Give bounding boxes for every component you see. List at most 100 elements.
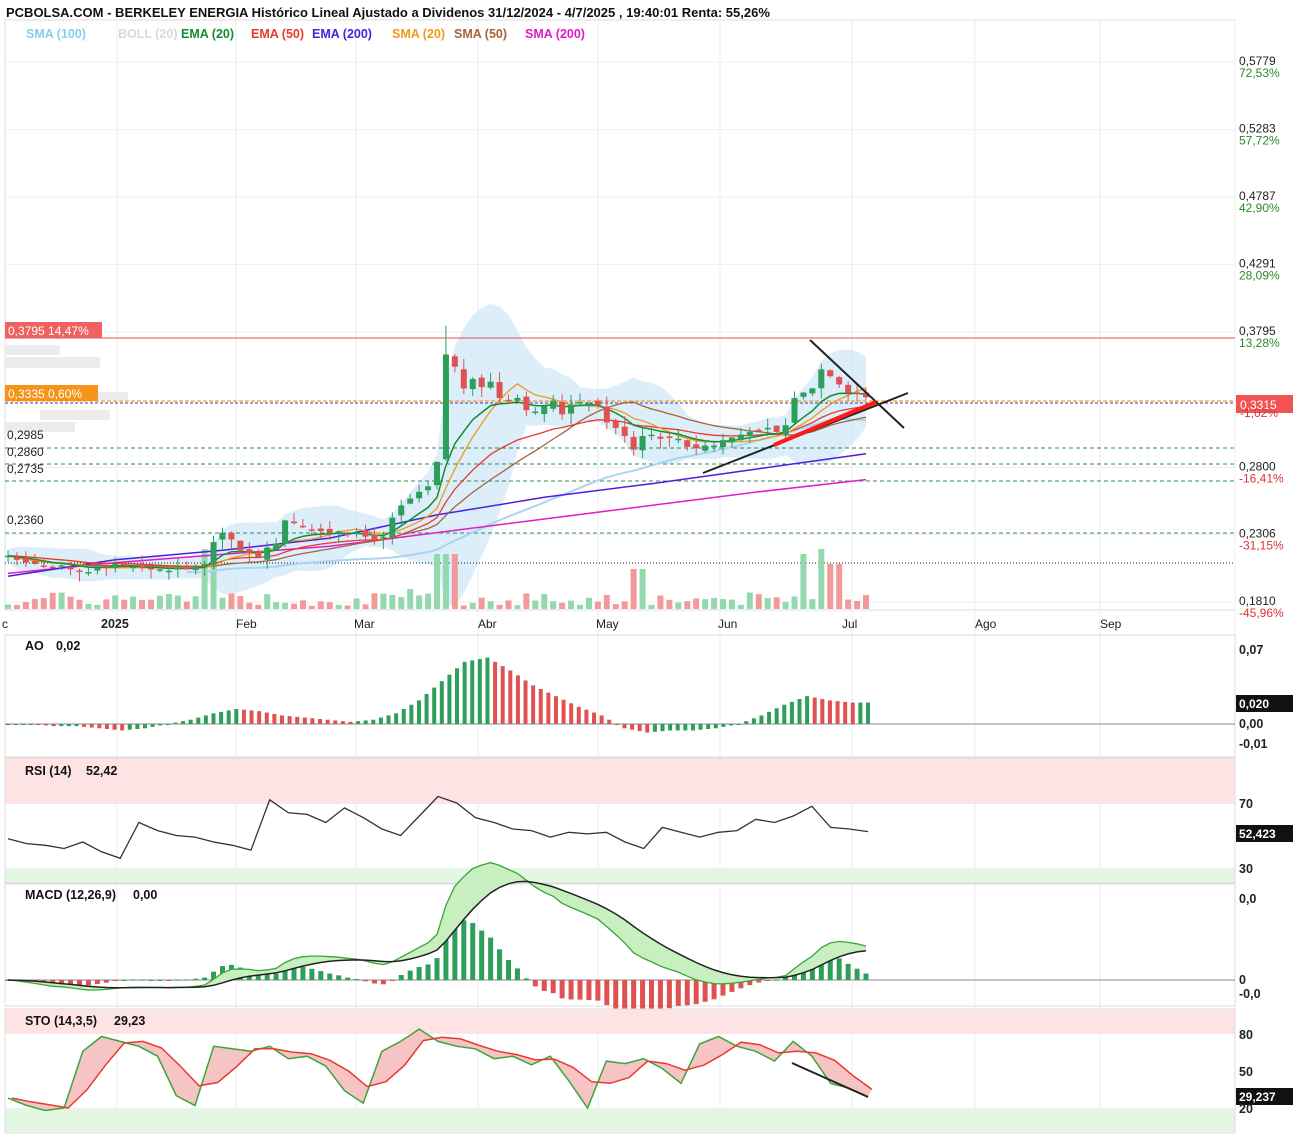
candle-body [684, 440, 691, 447]
candle-body [344, 533, 351, 536]
resistance-tag-bg [5, 322, 102, 338]
month-label: 2025 [101, 617, 129, 631]
candle-body [648, 434, 655, 437]
legend-item: BOLL (20) [118, 27, 178, 41]
volume-bar [326, 602, 333, 609]
price-tick-percent: -31,15% [1239, 539, 1284, 553]
candle-body [737, 434, 744, 441]
month-label: Abr [478, 617, 497, 631]
ao-bar [462, 661, 467, 724]
legend-item: EMA (20) [181, 27, 234, 41]
ao-bar [135, 724, 140, 729]
volume-bar [112, 595, 119, 609]
candle-body [469, 378, 476, 390]
price-tick-percent: 13,28% [1239, 336, 1280, 350]
macd-bar [416, 967, 422, 980]
volume-bar [13, 604, 20, 609]
volume-bar [585, 597, 592, 609]
blurred-label [40, 410, 110, 420]
volume-bar [174, 595, 181, 609]
macd-bar [175, 979, 181, 981]
macd-bar [380, 980, 386, 985]
ao-bar [523, 680, 528, 724]
macd-bar [854, 968, 860, 980]
candle-body [693, 444, 700, 449]
macd-bar [470, 923, 476, 980]
month-label: May [596, 617, 619, 631]
blurred-label [5, 422, 75, 432]
candle-body [442, 354, 449, 460]
volume-bar [800, 554, 807, 609]
ao-bar [485, 657, 490, 724]
ao-label: AO [25, 639, 44, 653]
ao-bar [150, 724, 155, 727]
sto-k-line [7, 1028, 869, 1112]
ao-bar [432, 687, 437, 724]
volume-bar [746, 592, 753, 609]
ao-bar [196, 717, 201, 724]
ao-bar [652, 724, 657, 732]
ao-bar [721, 724, 726, 727]
sto-divergence-line [791, 1062, 869, 1098]
macd-bar [407, 970, 413, 980]
volume-bar [764, 598, 771, 609]
macd-bar [157, 979, 163, 981]
candle-body [541, 406, 548, 415]
sto-panel: STO (14,3,5) 29,23 80 50 29,237 20 [4, 1008, 1293, 1134]
candle-body [746, 431, 753, 436]
volume-bar [451, 554, 458, 609]
macd-bar [318, 971, 324, 980]
macd-bar [631, 980, 637, 1017]
ao-bar [843, 701, 848, 724]
macd-bar [827, 955, 833, 980]
volume-bar [425, 593, 432, 609]
ao-panel: AO 0,02 0,07 0,020 0,00 -0,01 [4, 634, 1293, 758]
macd-panel: MACD (12,26,9) 0,00 0,0 0 -0,0 [4, 861, 1261, 1017]
candle-body [13, 557, 20, 560]
ao-bar [302, 717, 307, 724]
volume-bar [308, 605, 315, 609]
volume-bar [487, 601, 494, 609]
volume-bar [156, 595, 163, 609]
ao-bar [729, 724, 734, 726]
volume-bar [183, 601, 190, 609]
macd-bar [461, 920, 467, 980]
volume-bar [594, 601, 601, 609]
candle-body [282, 520, 289, 544]
ao-tick-zero: 0,00 [1239, 717, 1263, 731]
volume-bar [49, 592, 56, 609]
ao-bar [188, 719, 193, 724]
month-label: Jun [718, 617, 737, 631]
month-label: Sep [1100, 617, 1122, 631]
ao-bar [767, 711, 772, 724]
ao-bar [660, 724, 665, 732]
volume-bar [58, 592, 65, 609]
macd-bar [434, 958, 440, 980]
ao-bar [805, 696, 810, 724]
ao-bar [820, 699, 825, 724]
ao-bar [668, 724, 673, 731]
ao-bar [500, 666, 505, 724]
candle-body [362, 530, 369, 537]
ao-bar [569, 703, 574, 724]
ao-bar [553, 696, 558, 724]
volume-bar [5, 604, 11, 609]
ao-bar [690, 724, 695, 731]
candle-body [791, 397, 798, 423]
ao-bar [607, 719, 612, 724]
macd-value: 0,00 [133, 888, 157, 902]
volume-bar [755, 594, 762, 609]
price-tick-label: 0,2306 [1239, 527, 1276, 541]
volume-bar [130, 596, 137, 609]
breakout-arrow [773, 400, 877, 447]
volume-bar [782, 601, 789, 609]
candle-body [532, 411, 539, 414]
macd-bar [568, 980, 574, 1000]
candle-body [148, 568, 154, 570]
ao-bar [158, 724, 163, 726]
volume-bar [335, 604, 342, 609]
macd-bar [77, 980, 82, 986]
ao-bar [759, 715, 764, 724]
volume-bar [773, 597, 780, 609]
legend-item: EMA (50) [251, 27, 304, 41]
